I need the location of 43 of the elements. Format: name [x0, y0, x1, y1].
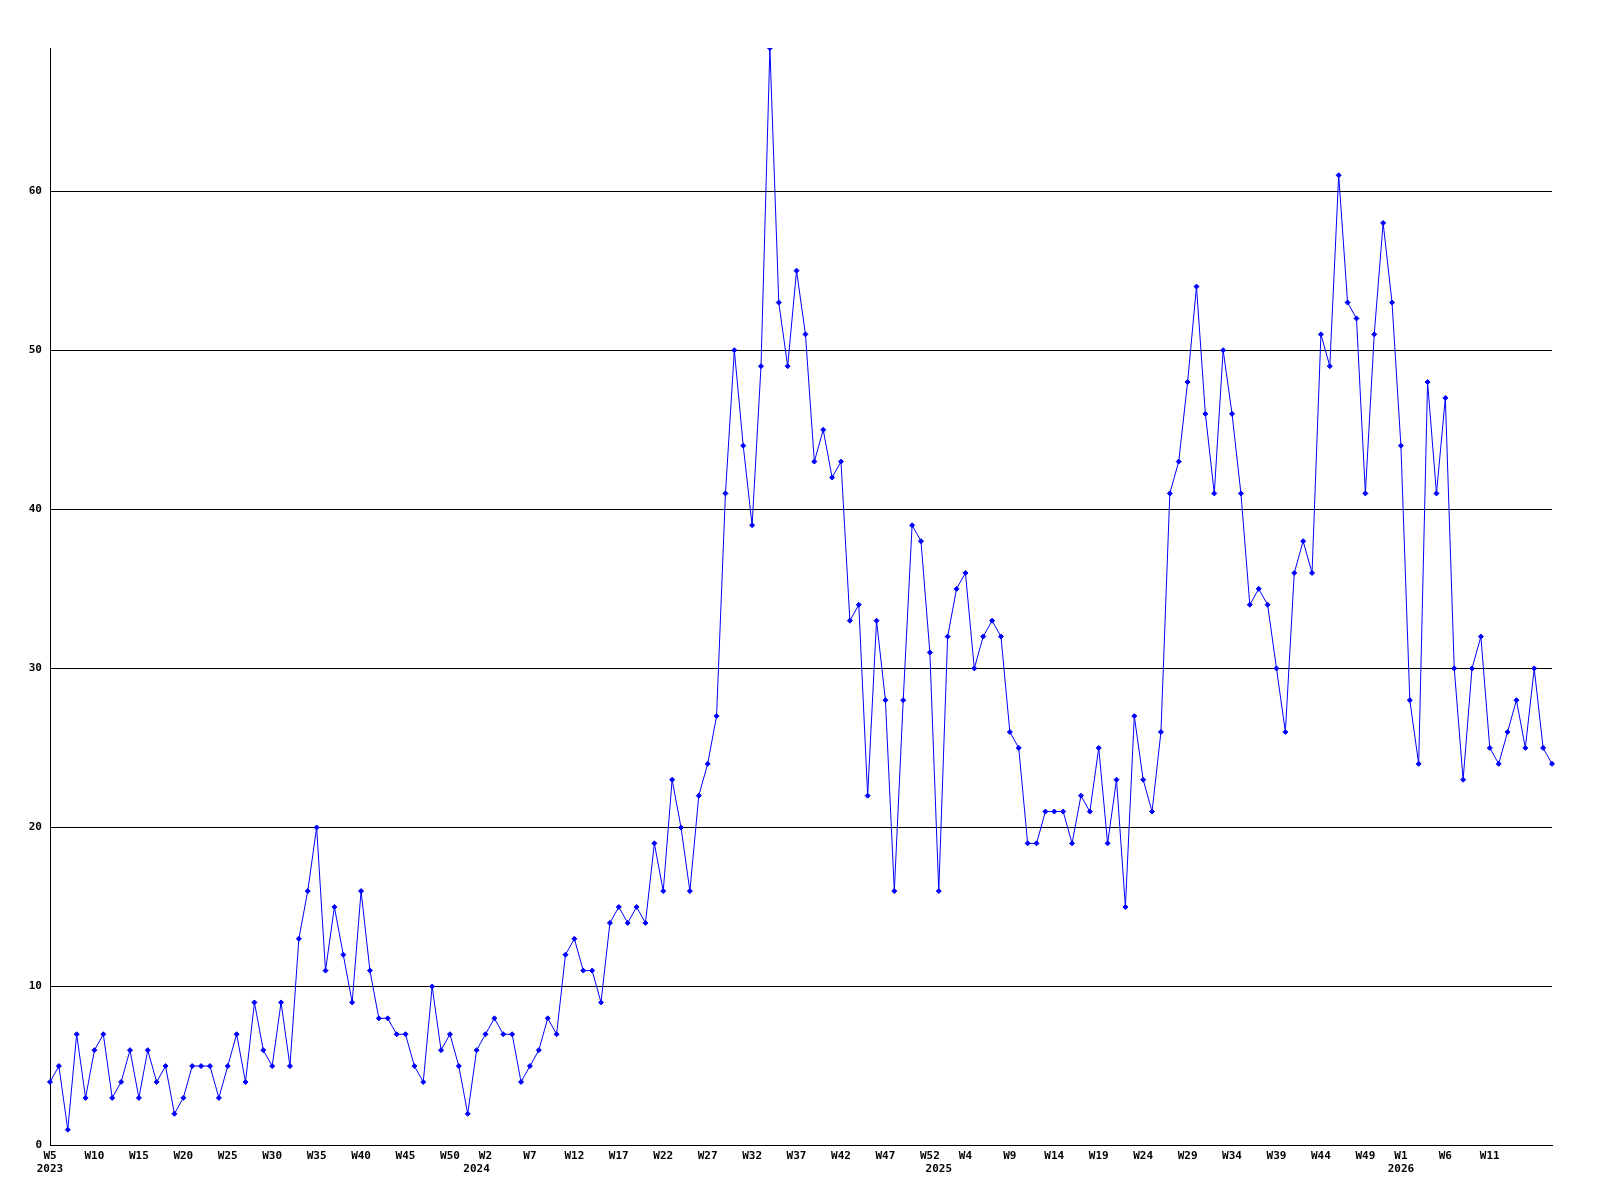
x-tick-label: 2025	[925, 1162, 953, 1176]
x-tick-label: W50	[440, 1149, 460, 1163]
x-tick-label: W30	[262, 1149, 283, 1163]
x-tick-label: W27	[697, 1149, 718, 1163]
x-tick-label: W22	[653, 1149, 674, 1163]
x-tick-label: W2	[478, 1149, 493, 1163]
y-tick-label: 20	[28, 820, 42, 834]
x-tick-label: W12	[564, 1149, 585, 1163]
x-tick-label: 2024	[463, 1162, 491, 1176]
y-tick-label: 30	[28, 661, 42, 675]
x-tick-label: W14	[1044, 1149, 1065, 1163]
x-tick-label: W5 2023	[36, 1149, 64, 1176]
x-tick-label: W42	[831, 1149, 851, 1163]
x-tick-label: W49	[1355, 1149, 1376, 1163]
x-tick-label: W47	[875, 1149, 896, 1163]
x-tick-label: W39	[1266, 1149, 1287, 1163]
y-tick-label: 0	[35, 1138, 42, 1152]
y-tick-label: 50	[28, 343, 42, 357]
x-tick-label: W1 2026	[1387, 1149, 1415, 1176]
x-tick-label: W20	[173, 1149, 194, 1163]
x-tick-label: W45	[395, 1149, 416, 1163]
x-tick-label: W7	[523, 1149, 537, 1163]
x-tick-label: W15	[128, 1149, 149, 1163]
x-tick-label: W32	[742, 1149, 763, 1163]
x-tick-label: W35	[306, 1149, 327, 1163]
x-tick-label: W29	[1177, 1149, 1198, 1163]
x-tick-label: W37	[786, 1149, 807, 1163]
x-tick-label: W9	[1003, 1149, 1017, 1163]
x-tick-label: W52	[919, 1149, 940, 1163]
x-tick-label: W25	[217, 1149, 238, 1163]
x-tick-label: W6	[1438, 1149, 1453, 1163]
y-tick-label: 60	[28, 184, 42, 198]
x-tick-label: W17	[608, 1149, 629, 1163]
x-tick-label: W24	[1133, 1149, 1154, 1163]
x-tick-label: W44	[1310, 1149, 1332, 1163]
y-tick-label: 40	[28, 502, 42, 516]
y-tick-label: 10	[28, 979, 42, 993]
x-tick-label: W40	[351, 1149, 371, 1163]
x-tick-label: W34	[1222, 1149, 1243, 1163]
x-tick-label: W11	[1479, 1149, 1501, 1163]
x-tick-label: W10	[84, 1149, 105, 1163]
x-tick-label: W19	[1088, 1149, 1109, 1163]
x-tick-label: W4	[958, 1149, 973, 1163]
